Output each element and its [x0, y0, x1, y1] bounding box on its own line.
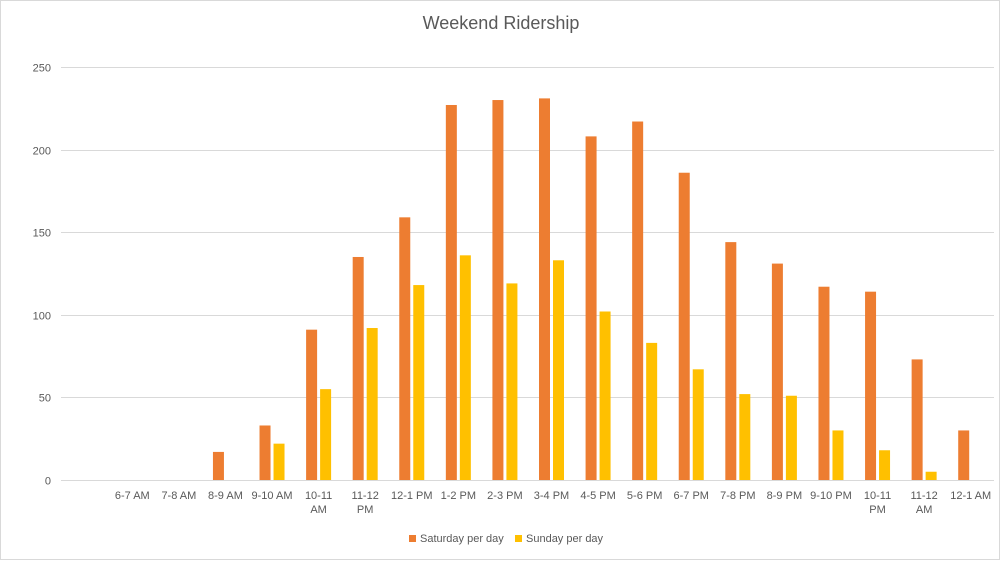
bar-saturday: [585, 136, 597, 480]
chart-title: Weekend Ridership: [423, 13, 580, 33]
bar-saturday: [352, 256, 364, 480]
bar-sunday: [320, 389, 332, 480]
x-tick-label: 2-3 PM: [487, 490, 522, 502]
y-tick-label: 200: [33, 146, 51, 158]
bar-saturday: [399, 217, 411, 480]
bar-saturday: [539, 98, 550, 480]
x-tick-label: 12-1 PM: [391, 490, 433, 502]
bar-sunday: [785, 395, 797, 480]
bar-sunday: [273, 443, 285, 480]
bar-saturday: [958, 430, 970, 480]
legend: Saturday per day Sunday per day: [409, 533, 604, 545]
y-tick-label: 100: [33, 311, 51, 323]
bar-sunday: [879, 450, 891, 480]
y-tick-label: 250: [33, 63, 51, 75]
bar-sunday: [739, 394, 751, 480]
y-tick-label: 0: [45, 476, 51, 488]
bar-sunday: [459, 255, 471, 480]
x-tick-label: 6-7 AM: [115, 490, 150, 502]
bar-saturday: [259, 425, 271, 480]
x-tick-label: 10-11 AM: [305, 490, 332, 516]
bar-saturday: [678, 172, 690, 480]
bar-saturday: [865, 291, 877, 480]
legend-label-sunday: Sunday per day: [526, 533, 604, 545]
y-tick-label: 50: [39, 393, 51, 405]
bar-saturday: [632, 121, 644, 481]
bar-saturday: [771, 263, 783, 480]
legend-swatch-saturday: [409, 535, 416, 542]
bar-saturday: [725, 242, 737, 480]
x-tick-label: 9-10 AM: [252, 490, 293, 502]
x-tick-label: 9-10 PM: [810, 490, 852, 502]
bar-saturday: [492, 100, 504, 480]
legend-swatch-sunday: [515, 535, 522, 542]
bar-sunday: [646, 342, 658, 480]
x-tick-label: 10-11 PM: [864, 490, 891, 516]
bars: [212, 98, 970, 481]
x-tick-label: 12-1 AM: [950, 490, 991, 502]
x-tick-label: 8-9 AM: [208, 490, 243, 502]
x-tick-label: 6-7 PM: [674, 490, 709, 502]
x-tick-label: 7-8 AM: [161, 490, 196, 502]
bar-sunday: [832, 430, 844, 480]
bar-saturday: [306, 329, 318, 480]
bar-sunday: [553, 260, 564, 480]
legend-label-saturday: Saturday per day: [420, 533, 504, 545]
bar-saturday: [212, 451, 224, 480]
x-tick-label: 8-9 PM: [767, 490, 802, 502]
y-axis-tick-labels: 0 50 100 150 200 250: [33, 63, 51, 488]
bar-sunday: [692, 369, 704, 480]
x-tick-label: 1-2 PM: [441, 490, 476, 502]
bar-saturday: [911, 359, 923, 480]
bar-saturday: [818, 286, 830, 480]
x-tick-label: 11-12 PM: [352, 490, 379, 516]
x-tick-label: 4-5 PM: [580, 490, 615, 502]
bar-sunday: [925, 471, 937, 480]
x-tick-label: 3-4 PM: [534, 490, 569, 502]
bar-sunday: [599, 311, 611, 480]
bar-sunday: [506, 283, 518, 480]
y-tick-label: 150: [33, 228, 51, 240]
x-tick-label: 7-8 PM: [720, 490, 755, 502]
bar-saturday: [445, 104, 457, 480]
gridlines: [61, 67, 994, 481]
x-axis-tick-labels: 6-7 AM 7-8 AM 8-9 AM 9-10 AM 10-11 AM 11-12 PM 1…: [115, 490, 991, 516]
bar-sunday: [366, 328, 378, 480]
bar-sunday: [413, 285, 425, 480]
x-tick-label: 11-12 AM: [910, 490, 937, 516]
x-tick-label: 5-6 PM: [627, 490, 662, 502]
